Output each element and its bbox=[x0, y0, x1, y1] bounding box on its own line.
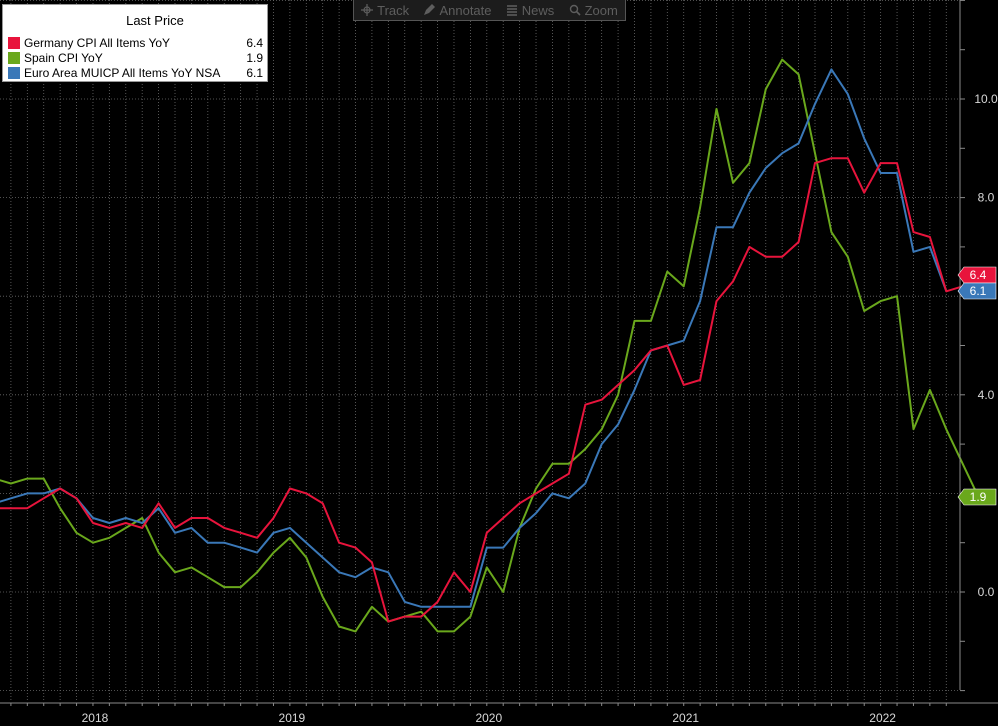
y-tick-label: 0.0 bbox=[978, 585, 995, 599]
x-axis-ticks: 201820192020202120222023 bbox=[10, 703, 947, 725]
news-icon bbox=[506, 5, 517, 16]
legend-value-spain: 1.9 bbox=[246, 50, 263, 65]
last-value-tag bbox=[957, 266, 997, 284]
legend-name-germany: Germany CPI All Items YoY bbox=[24, 35, 171, 50]
last-value-tags: 6.4 6.1 1.9 bbox=[957, 266, 997, 506]
x-tick-label: 2022 bbox=[869, 711, 896, 725]
legend-swatch-euro-area bbox=[8, 66, 20, 79]
y-tick-label: 8.0 bbox=[978, 191, 995, 205]
legend-swatch-spain bbox=[8, 51, 20, 64]
series-line-germany-cpi-all-items-yoy bbox=[0, 157, 980, 623]
y-tick-label: 4.0 bbox=[978, 388, 995, 402]
legend-name-spain: Spain CPI YoY bbox=[24, 50, 103, 65]
last-value-tag-label: 1.9 bbox=[970, 490, 987, 504]
last-value-tag bbox=[957, 282, 997, 300]
last-value-tag-label: 6.1 bbox=[970, 284, 987, 298]
annotate-label: Annotate bbox=[439, 2, 492, 18]
legend-value-euro-area: 6.1 bbox=[246, 65, 263, 80]
legend-title: Last Price bbox=[126, 13, 184, 28]
news-label: News bbox=[521, 2, 555, 18]
track-button[interactable]: Track bbox=[361, 3, 409, 18]
chart-toolbar: Track Annotate News Zoom bbox=[353, 0, 626, 21]
chart-legend: Last Price Germany CPI All Items YoY 6.4… bbox=[2, 4, 268, 82]
news-button[interactable]: News bbox=[506, 2, 555, 18]
series-line-spain-cpi-yoy bbox=[0, 58, 981, 633]
y-tick-label: 10.0 bbox=[974, 92, 998, 106]
crosshair-icon bbox=[361, 4, 374, 16]
legend-value-germany: 6.4 bbox=[246, 35, 263, 50]
legend-name-euro-area: Euro Area MUICP All Items YoY NSA bbox=[24, 65, 221, 80]
last-value-tag bbox=[957, 488, 997, 506]
legend-swatch-germany bbox=[8, 36, 20, 49]
last-value-tag-label: 6.4 bbox=[970, 268, 987, 282]
magnifier-icon bbox=[569, 4, 581, 16]
legend-entry-spain: Spain CPI YoY 1.9 bbox=[8, 50, 263, 65]
x-tick-label: 2018 bbox=[82, 711, 109, 725]
y-axis-ticks: 0.0 4.0 8.0 10.0 bbox=[960, 0, 998, 692]
track-label: Track bbox=[377, 2, 410, 18]
annotate-button[interactable]: Annotate bbox=[423, 2, 492, 18]
legend-entry-euro-area: Euro Area MUICP All Items YoY NSA 6.1 bbox=[8, 65, 263, 80]
series-layer bbox=[0, 58, 981, 633]
legend-entry-germany: Germany CPI All Items YoY 6.4 bbox=[8, 35, 263, 50]
zoom-label: Zoom bbox=[584, 2, 618, 18]
pencil-icon bbox=[424, 4, 436, 15]
zoom-button[interactable]: Zoom bbox=[569, 3, 618, 18]
x-tick-label: 2020 bbox=[475, 711, 502, 725]
x-tick-label: 2021 bbox=[672, 711, 699, 725]
x-tick-label: 2019 bbox=[279, 711, 306, 725]
